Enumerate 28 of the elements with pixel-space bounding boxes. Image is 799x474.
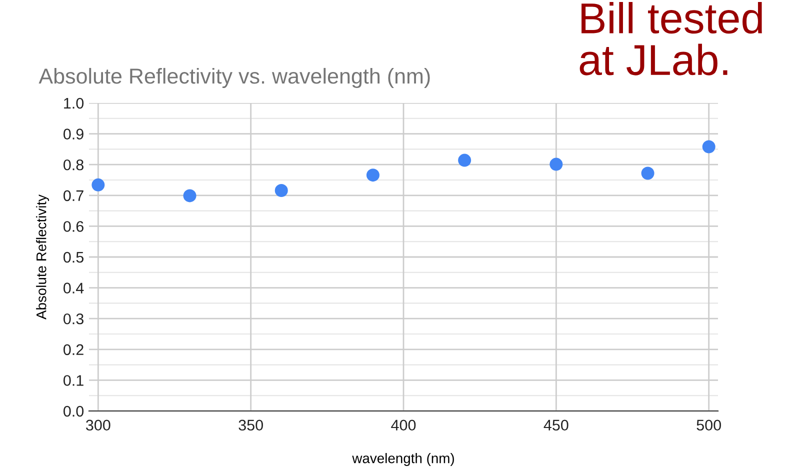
y-tick-label: 0.3 [64,313,84,324]
x-tick-label: 500 [696,420,721,431]
point [183,189,196,202]
y-tick-label: 1.0 [64,98,84,109]
x-tick-label: 450 [544,420,568,431]
y-tick-label: 0.9 [64,128,84,140]
y-tick-label: 0.1 [64,375,84,386]
point [366,168,380,182]
point [702,140,716,154]
x-tick-label: 400 [391,420,416,431]
x-tick-label: 300 [86,420,110,431]
x-axis-title: wavelength (nm) [352,453,454,466]
point [92,178,105,192]
y-tick-label: 0.5 [64,252,84,263]
y-tick-label: 0.8 [64,159,84,170]
y-axis-title: Absolute Reflectivity [36,194,50,320]
point [641,166,654,180]
point [550,158,563,171]
y-tick-label: 0.2 [64,344,84,356]
y-tick-label: 0.7 [64,190,84,202]
point [458,154,472,167]
x-tick-label: 350 [238,420,263,431]
y-tick-label: 0.4 [64,282,84,294]
y-tick-label: 0.0 [64,406,84,417]
y-tick-label: 0.6 [64,221,84,232]
chart-title: Absolute Reflectivity vs. wavelength (nm) [38,68,430,88]
point [274,184,288,197]
text: Bill tested at JLab. [580,2,762,76]
